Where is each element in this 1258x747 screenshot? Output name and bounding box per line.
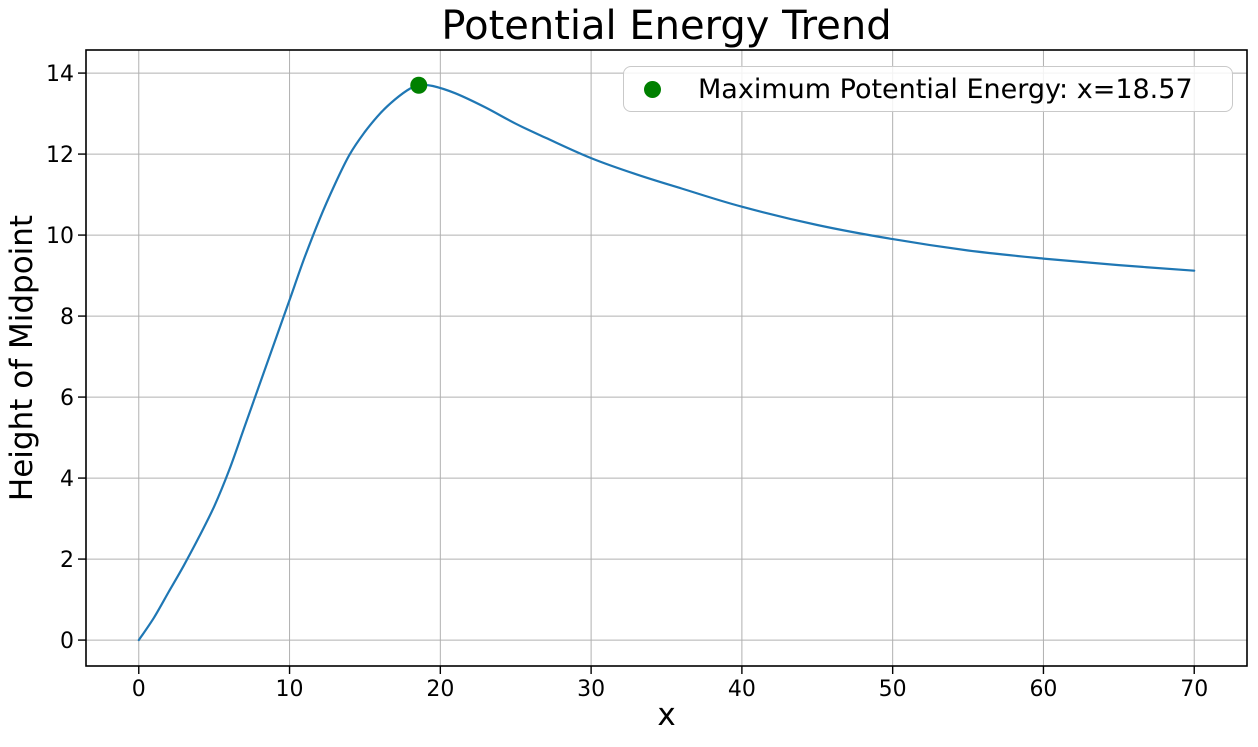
x-tick-label: 50 (879, 677, 907, 702)
x-tick-label: 70 (1180, 677, 1208, 702)
x-tick-label: 30 (577, 677, 605, 702)
legend: Maximum Potential Energy: x=18.57 (623, 66, 1233, 112)
y-tick-label: 8 (60, 305, 74, 330)
peak-marker (410, 76, 428, 94)
x-tick-label: 60 (1029, 677, 1057, 702)
plot-border (85, 49, 1248, 667)
y-tick-label: 6 (60, 386, 74, 411)
x-tick-label: 20 (426, 677, 454, 702)
legend-label: Maximum Potential Energy: x=18.57 (698, 73, 1193, 105)
y-tick-label: 12 (46, 143, 74, 168)
y-tick-label: 0 (60, 629, 74, 654)
legend-marker-icon (644, 80, 661, 98)
curve-path (137, 83, 1196, 642)
x-tick-label: 40 (728, 677, 756, 702)
y-tick-label: 2 (60, 548, 74, 573)
x-tick-label: 0 (132, 677, 146, 702)
x-tick-label: 10 (276, 677, 304, 702)
y-tick-label: 14 (46, 62, 74, 87)
y-axis-label: Height of Midpoint (4, 214, 40, 502)
y-tick-label: 4 (60, 467, 74, 492)
y-tick-label: 10 (46, 224, 74, 249)
chart-title: Potential Energy Trend (441, 3, 892, 49)
x-axis-label: x (657, 697, 676, 733)
